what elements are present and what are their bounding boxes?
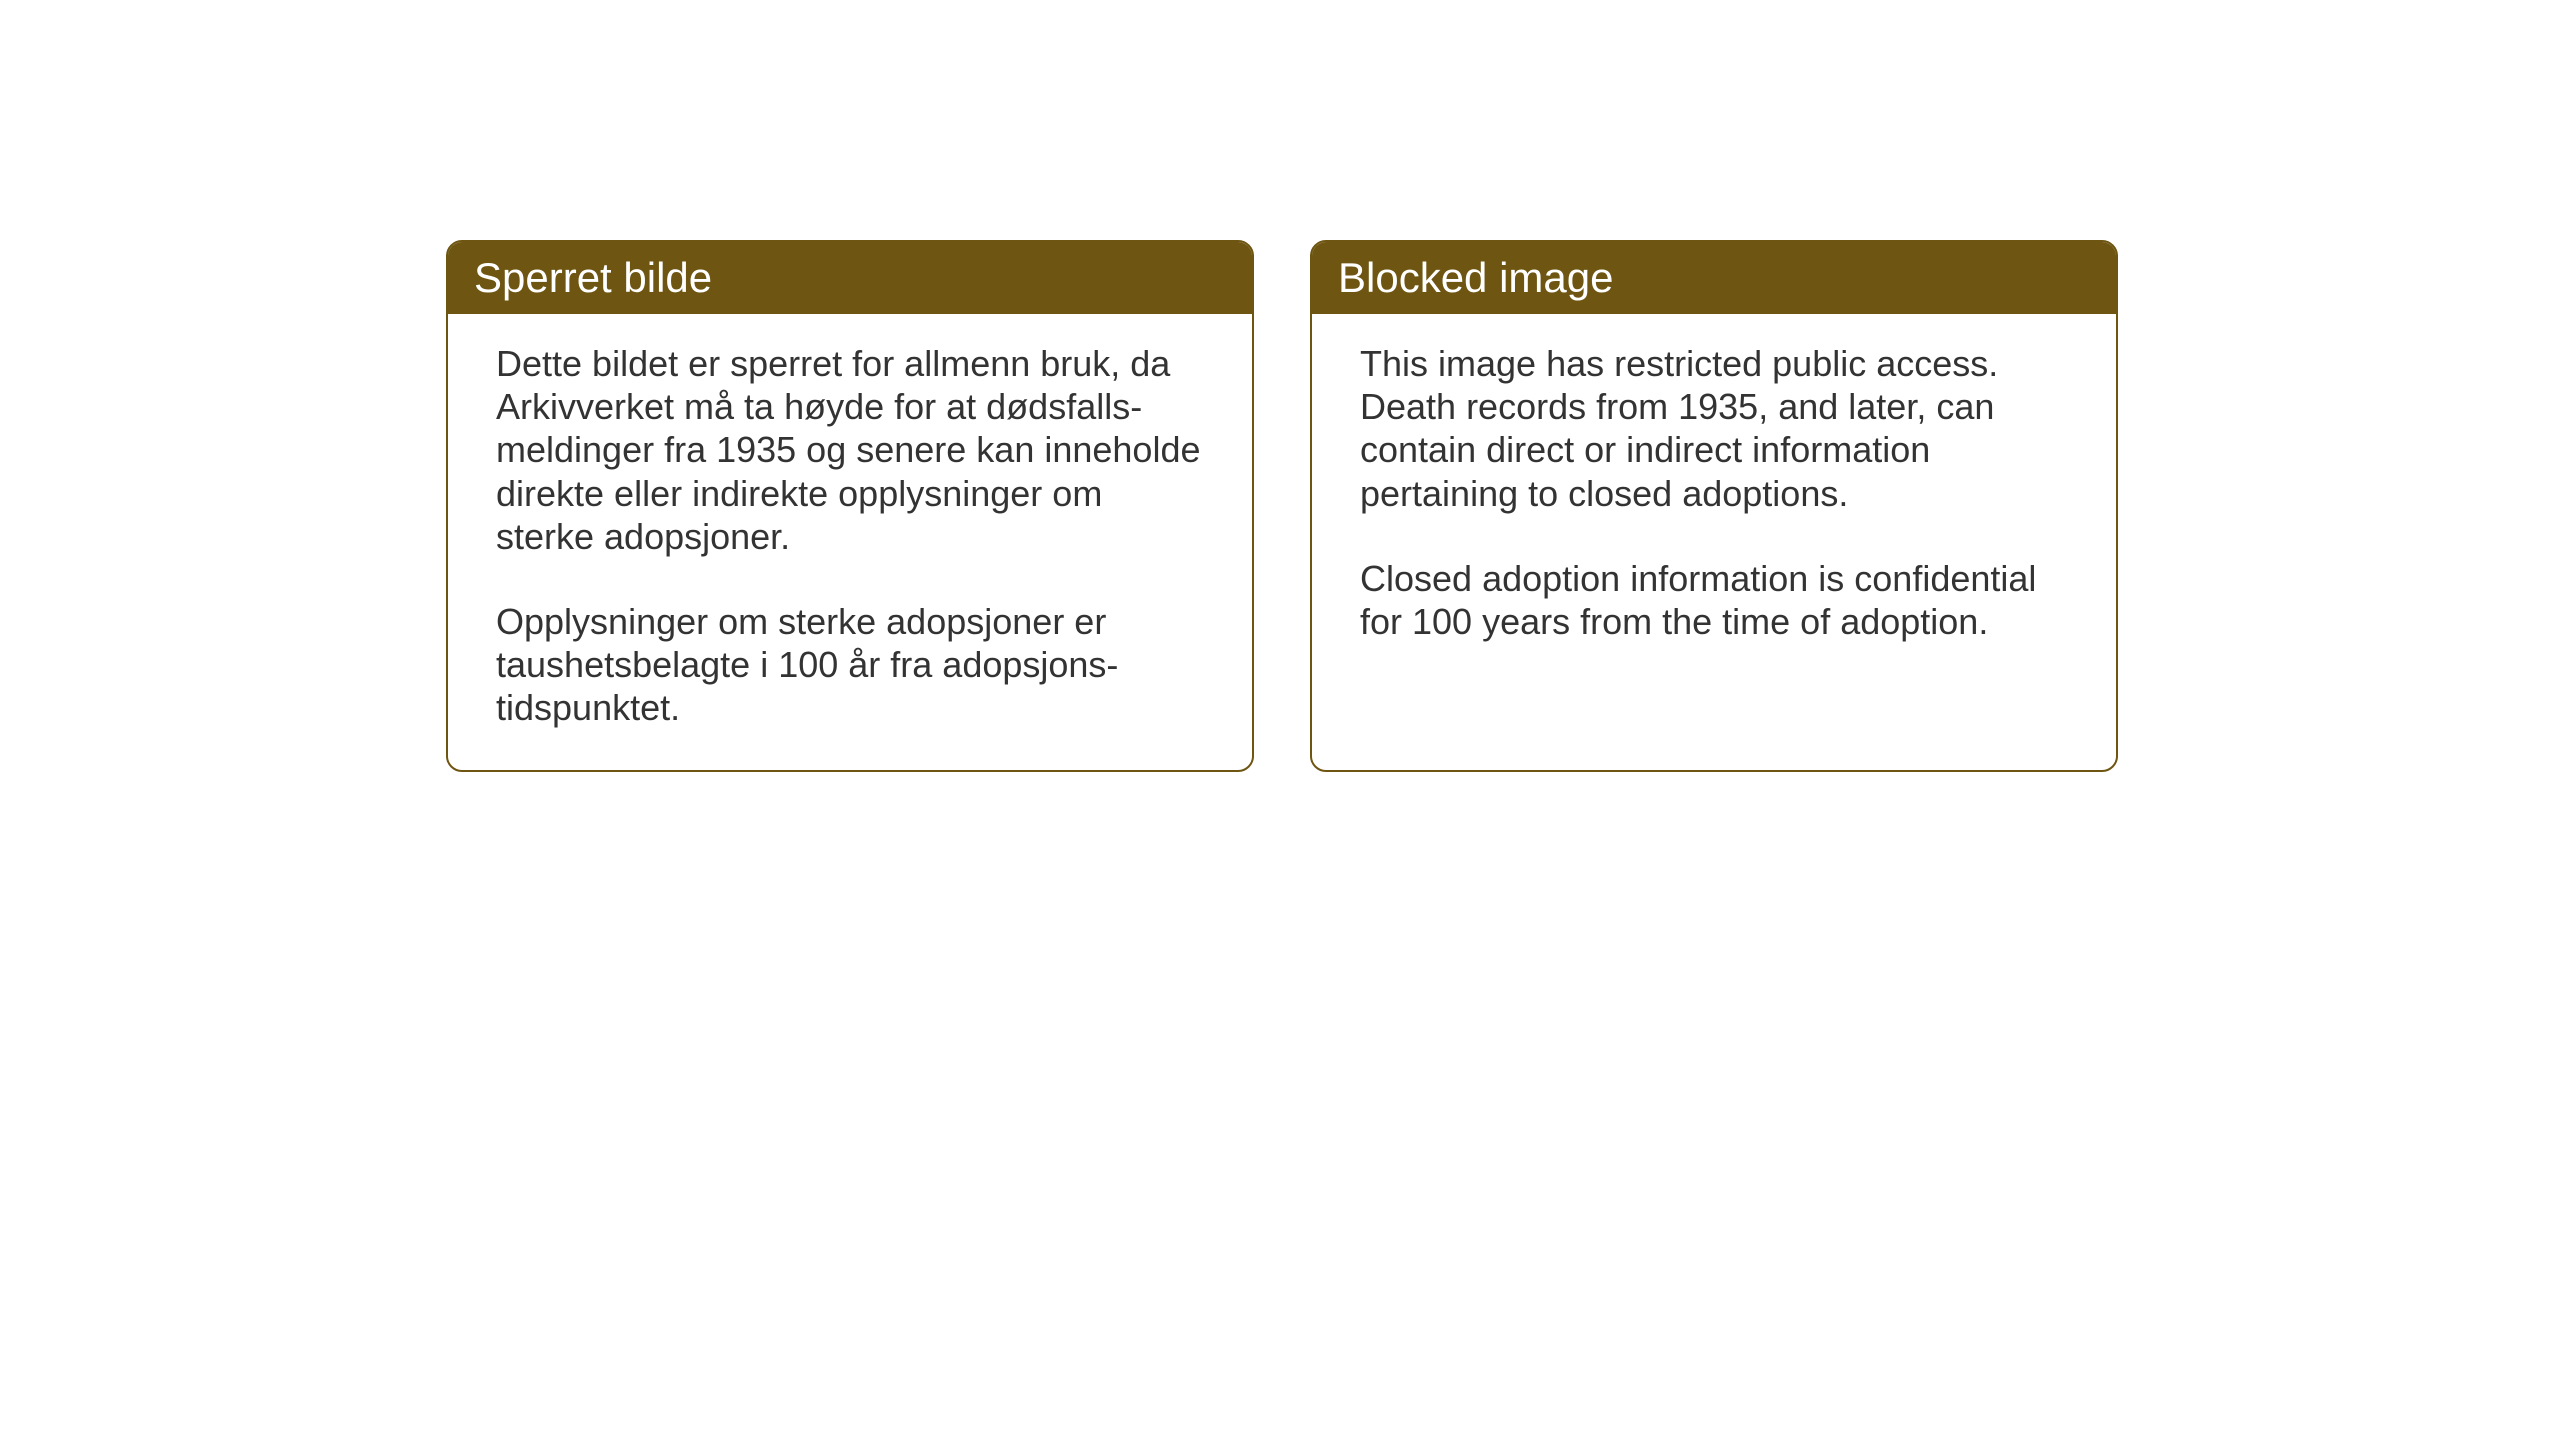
norwegian-paragraph-2: Opplysninger om sterke adopsjoner er tau… — [496, 600, 1204, 730]
english-paragraph-2: Closed adoption information is confident… — [1360, 557, 2068, 643]
english-notice-card: Blocked image This image has restricted … — [1310, 240, 2118, 772]
english-card-body: This image has restricted public access.… — [1312, 314, 2116, 683]
norwegian-card-body: Dette bildet er sperret for allmenn bruk… — [448, 314, 1252, 770]
norwegian-notice-card: Sperret bilde Dette bildet er sperret fo… — [446, 240, 1254, 772]
norwegian-card-title: Sperret bilde — [448, 242, 1252, 314]
notice-container: Sperret bilde Dette bildet er sperret fo… — [446, 240, 2118, 772]
english-paragraph-1: This image has restricted public access.… — [1360, 342, 2068, 515]
english-card-title: Blocked image — [1312, 242, 2116, 314]
norwegian-paragraph-1: Dette bildet er sperret for allmenn bruk… — [496, 342, 1204, 558]
